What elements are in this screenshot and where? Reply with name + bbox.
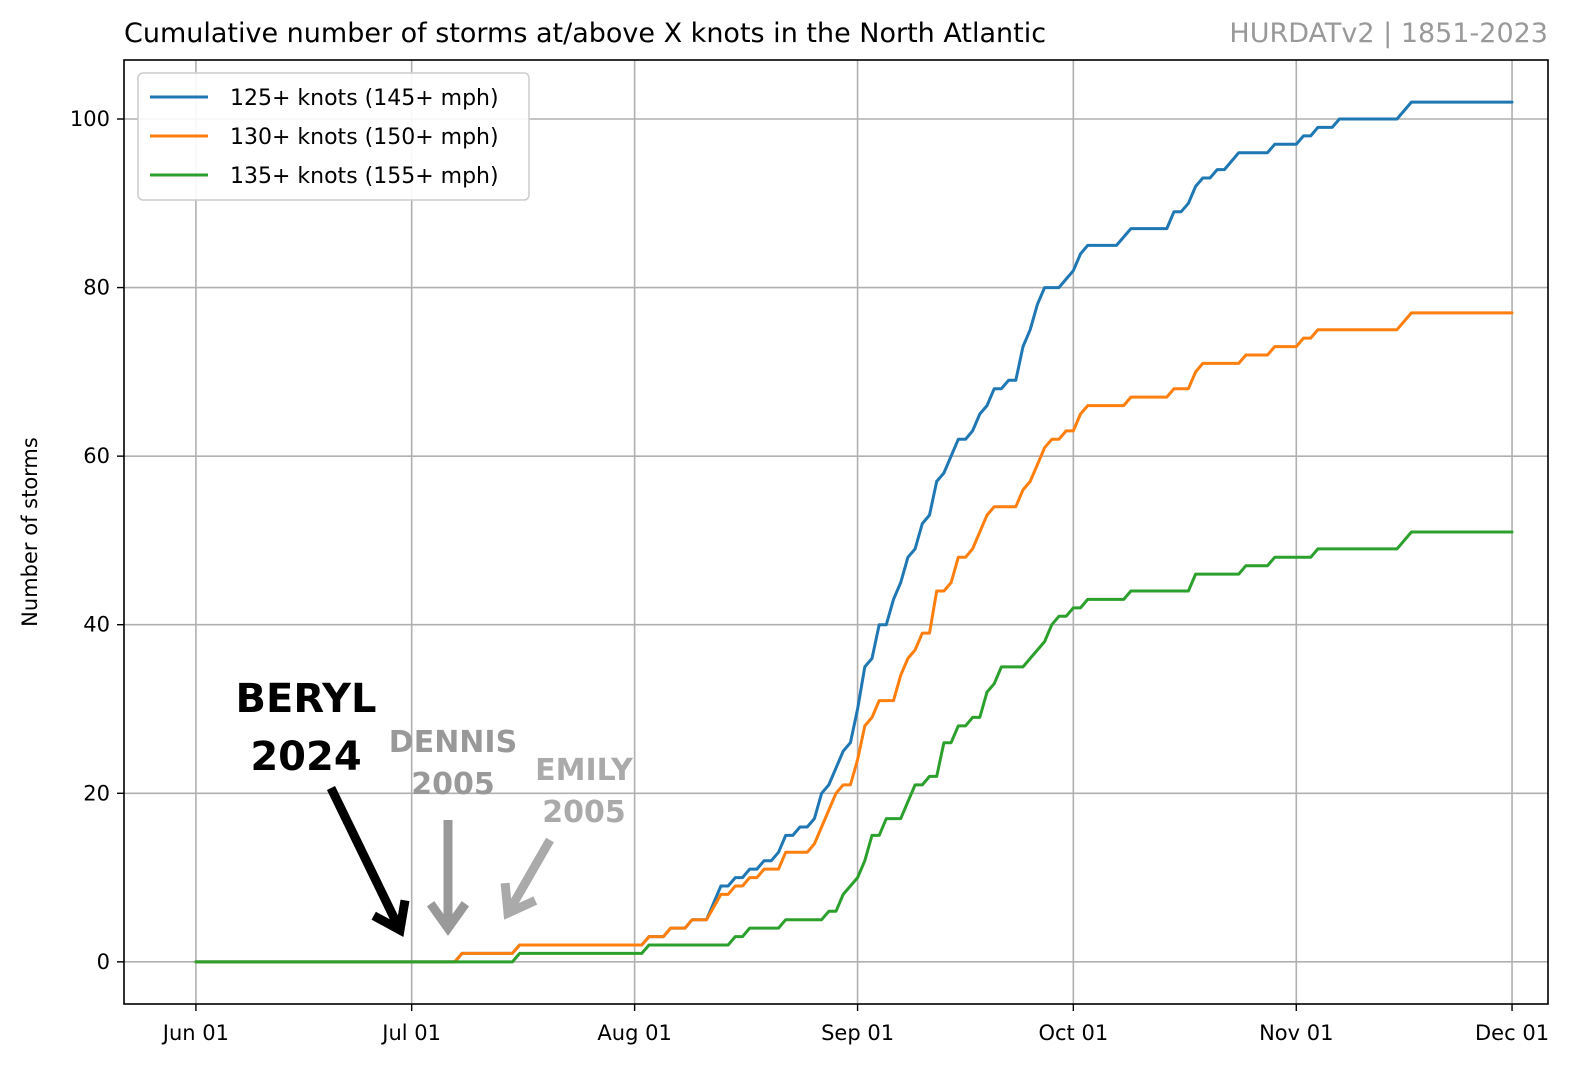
y-tick-label: 80 [83,276,110,300]
annotation-3-line-1: EMILY [535,753,634,788]
x-tick-label: Jun 01 [161,1021,229,1045]
series-line-2 [194,311,1514,964]
annotation-1-arrow-head [371,899,410,937]
annotation-1-arrow-shaft [326,786,402,927]
y-axis-label: Number of storms [18,437,42,627]
annotation-3-arrow-shaft [507,837,554,911]
legend: 125+ knots (145+ mph) 130+ knots (150+ mp… [137,72,530,201]
legend-label-1: 125+ knots (145+ mph) [230,86,499,111]
annotation-3-arrow-head [500,882,538,920]
annotation-3-line-2: 2005 [542,795,626,830]
grid [124,60,1548,1004]
x-tick-label: Aug 01 [597,1021,671,1045]
annotation-2-line-1: DENNIS [389,725,517,760]
y-tick-label: 20 [83,781,110,805]
series-line-1 [194,100,1514,964]
y-tick-label: 40 [83,613,110,637]
x-tick-label: Dec 01 [1475,1021,1549,1045]
legend-box [137,72,530,201]
x-tick-label: Nov 01 [1259,1021,1333,1045]
annotation-2-line-2: 2005 [411,767,495,802]
plot-frame [123,59,1549,1005]
series-line-3 [194,530,1514,964]
annotation-2-arrow-head [426,901,470,936]
data-source-label: HURDATv2 | 1851-2023 [1229,18,1548,49]
annotation-1-line-2: 2024 [250,734,361,780]
series-lines [194,100,1514,964]
y-tick-label: 0 [97,950,110,974]
annotations: BERYL 2024 DENNIS 2005 EMILY 2005 [236,676,634,937]
y-tick-label: 60 [83,444,110,468]
legend-label-3: 135+ knots (155+ mph) [230,164,499,189]
y-tick-label: 100 [70,107,110,131]
x-tick-label: Jul 01 [380,1021,441,1045]
x-axis: Jun 01 Jul 01 Aug 01 Sep 01 Oct 01 Nov 01 Dec … [161,1004,1549,1045]
legend-label-2: 130+ knots (150+ mph) [230,125,499,150]
x-tick-label: Oct 01 [1038,1021,1108,1045]
chart-title: Cumulative number of storms at/above X k… [124,18,1046,49]
y-axis: 0 20 40 60 80 100 [70,107,124,974]
x-tick-label: Sep 01 [821,1021,894,1045]
annotation-1-line-1: BERYL [236,676,377,722]
